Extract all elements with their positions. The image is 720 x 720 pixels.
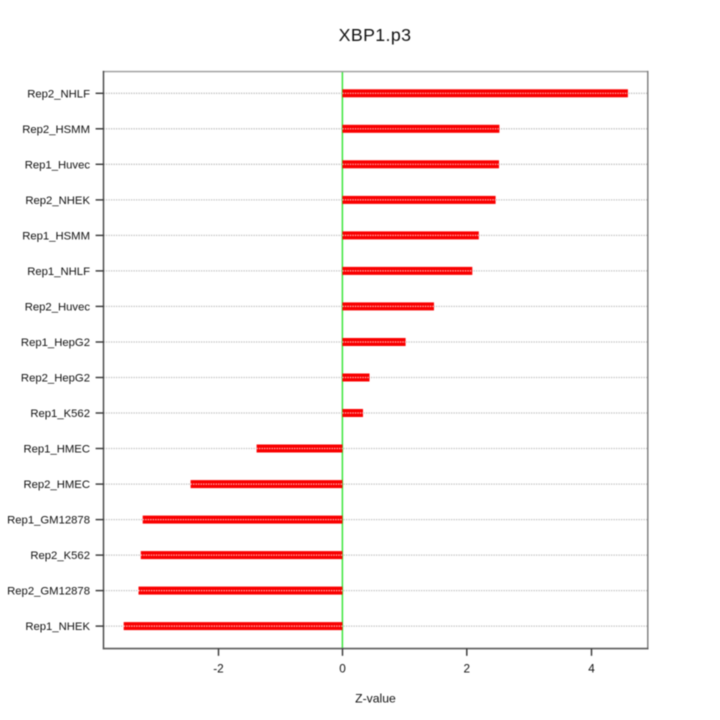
svg-text:-2: -2 — [213, 662, 224, 676]
svg-text:Rep1_GM12878: Rep1_GM12878 — [7, 515, 90, 527]
svg-text:Rep2_GM12878: Rep2_GM12878 — [7, 586, 90, 598]
svg-text:2: 2 — [464, 662, 471, 676]
svg-text:Rep2_HepG2: Rep2_HepG2 — [21, 373, 90, 385]
svg-text:Rep1_HSMM: Rep1_HSMM — [22, 231, 90, 243]
svg-text:Z-value: Z-value — [355, 691, 396, 705]
svg-text:Rep1_NHEK: Rep1_NHEK — [25, 621, 90, 633]
svg-text:Rep2_NHEK: Rep2_NHEK — [25, 195, 90, 207]
svg-text:Rep2_NHLF: Rep2_NHLF — [27, 88, 90, 100]
svg-text:Rep1_Huvec: Rep1_Huvec — [25, 159, 91, 171]
svg-text:Rep1_NHLF: Rep1_NHLF — [27, 266, 90, 278]
svg-text:Rep1_HMEC: Rep1_HMEC — [23, 444, 90, 456]
svg-text:Rep2_Huvec: Rep2_Huvec — [25, 302, 91, 314]
svg-text:Rep2_HSMM: Rep2_HSMM — [22, 124, 90, 136]
svg-text:Rep2_K562: Rep2_K562 — [30, 550, 90, 562]
svg-text:0: 0 — [339, 662, 346, 676]
svg-text:4: 4 — [588, 662, 595, 676]
svg-text:Rep2_HMEC: Rep2_HMEC — [23, 479, 90, 491]
svg-text:Rep1_HepG2: Rep1_HepG2 — [21, 337, 90, 349]
svg-text:XBP1.p3: XBP1.p3 — [339, 25, 412, 45]
svg-text:Rep1_K562: Rep1_K562 — [30, 408, 90, 420]
